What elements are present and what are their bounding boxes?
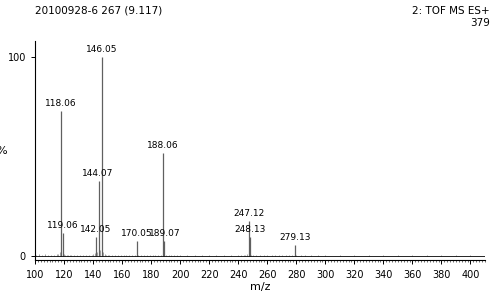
Text: 20100928-6 267 (9.117): 20100928-6 267 (9.117) [35,6,162,16]
Text: 146.05: 146.05 [86,45,118,54]
Text: 189.07: 189.07 [148,229,180,238]
Text: 279.13: 279.13 [280,233,311,242]
Text: 119.06: 119.06 [47,221,78,230]
Text: 142.05: 142.05 [80,225,112,234]
Y-axis label: %: % [0,146,8,156]
Text: 188.06: 188.06 [147,141,178,150]
Text: 144.07: 144.07 [82,169,113,178]
X-axis label: m/z: m/z [250,282,270,292]
Text: 248.13: 248.13 [234,225,266,234]
Text: 247.12: 247.12 [233,209,264,218]
Text: 2: TOF MS ES+
379: 2: TOF MS ES+ 379 [412,6,490,28]
Text: 170.05: 170.05 [121,229,152,238]
Text: 118.06: 118.06 [46,99,77,108]
